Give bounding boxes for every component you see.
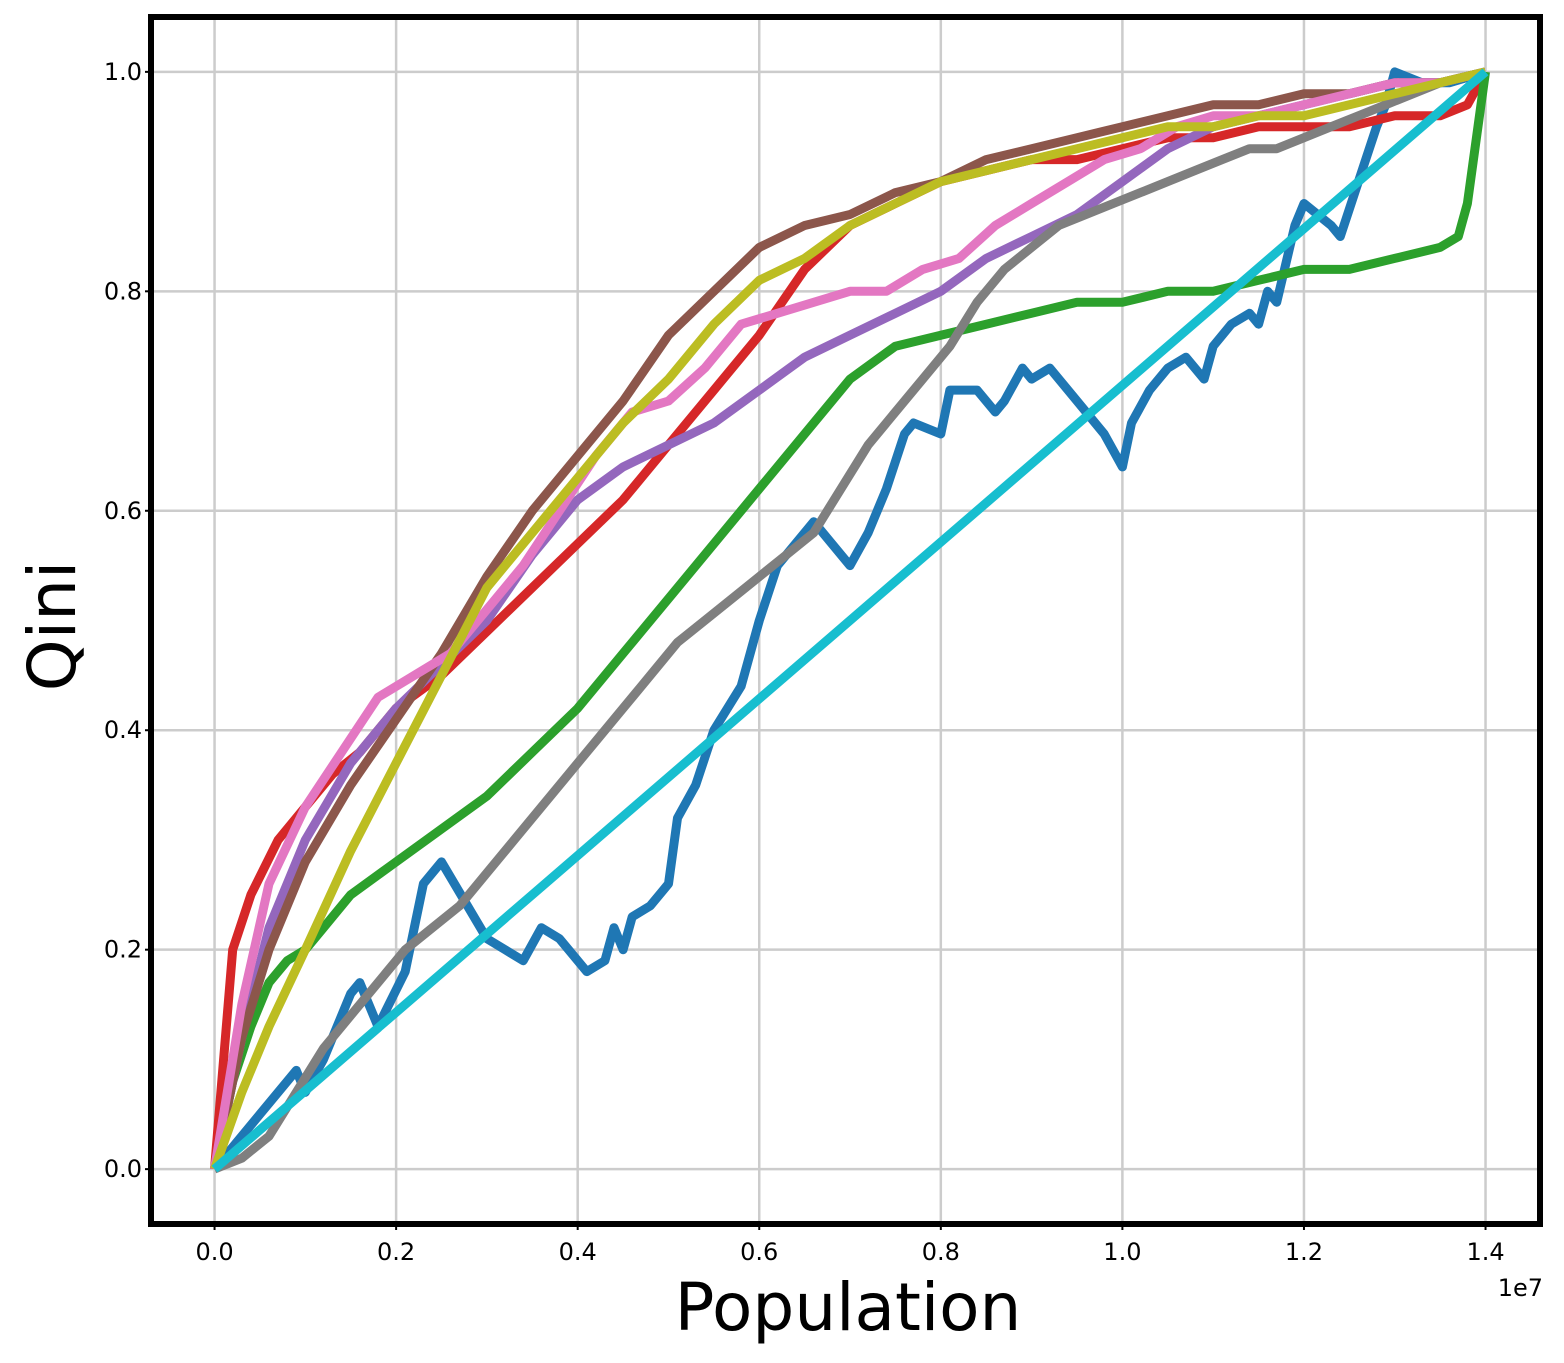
series-line-8 [210,67,1487,1171]
series-lines [210,67,1490,1174]
grid-lines [151,17,1540,1224]
plot-frame [148,14,1543,1227]
series-line-1 [211,67,1487,1172]
series-line-7 [212,67,1487,1174]
x-tick-label: 0.2 [377,1238,415,1266]
x-tick-label: 0.6 [740,1238,778,1266]
y-tick-label: 0.6 [104,497,142,525]
x-tick-label: 0.8 [922,1238,960,1266]
x-tick-label: 1.0 [1103,1238,1141,1266]
series-line-5 [210,67,1487,1171]
x-tick-label: 1.4 [1466,1238,1504,1266]
y-tick-label: 0.2 [104,936,142,964]
x-tick-label: 1.2 [1285,1238,1323,1266]
x-tick-label: 0.4 [559,1238,597,1266]
x-axis-offset-text: 1e7 [1498,1274,1543,1302]
x-axis-label: Population [675,1269,1022,1346]
y-tick-label: 0.8 [104,277,142,305]
series-line-2 [210,69,1490,1170]
series-line-9 [211,68,1489,1173]
y-axis-label: Qini [14,561,91,691]
y-axis-ticks: 0.0 0.2 0.4 0.6 0.8 1.0 [104,58,151,1183]
x-tick-label: 0.0 [195,1238,233,1266]
series-line-3 [210,71,1490,1171]
y-tick-label: 1.0 [104,58,142,86]
series-line-6 [210,67,1487,1170]
y-tick-label: 0.4 [104,716,142,744]
y-tick-label: 0.0 [104,1155,142,1183]
x-axis-ticks: 0.0 0.2 0.4 0.6 0.8 1.0 1.2 1.4 [195,1224,1505,1266]
